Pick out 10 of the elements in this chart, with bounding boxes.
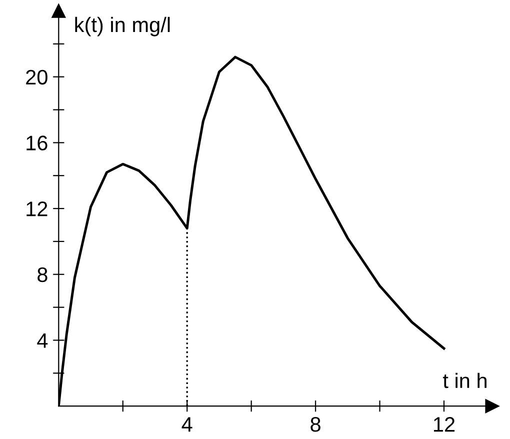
- y-tick-label: 20: [26, 70, 48, 85]
- y-axis-title: k(t) in mg/l: [75, 16, 170, 36]
- y-tick-label: 12: [26, 202, 48, 216]
- x-tick-label: 4: [182, 417, 192, 432]
- x-axis-title: t in h: [442, 372, 486, 388]
- y-tick-label: 8: [38, 267, 48, 282]
- y-tick-label: 4: [37, 333, 48, 348]
- y-tick-label: 16: [26, 136, 48, 150]
- x-tick-label: 8: [310, 417, 320, 432]
- x-tick-label: 12: [434, 417, 455, 432]
